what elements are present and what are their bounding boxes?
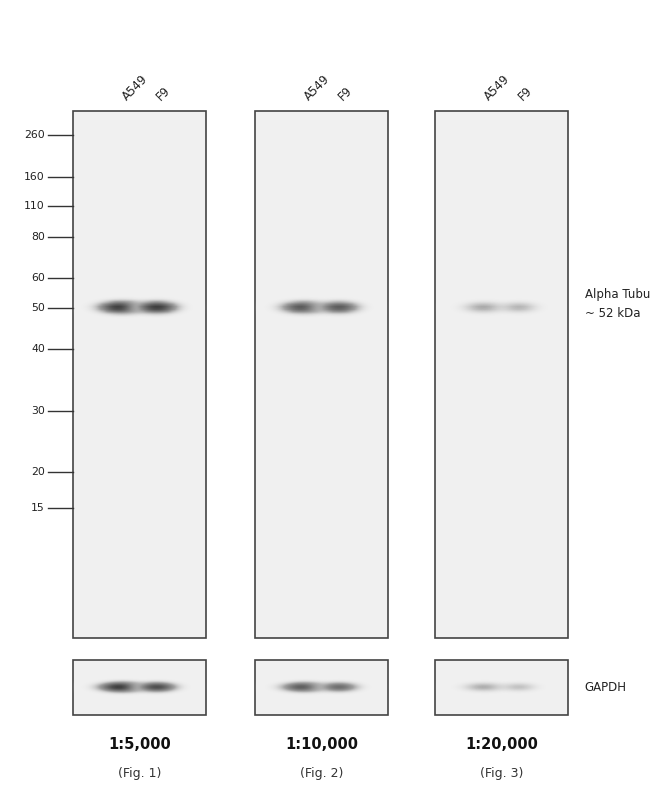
Text: 260: 260 [24, 130, 45, 140]
Text: 1:10,000: 1:10,000 [285, 737, 358, 753]
Text: 15: 15 [31, 503, 45, 512]
Text: 30: 30 [31, 405, 45, 416]
Bar [436, 660, 568, 715]
Text: 110: 110 [24, 201, 45, 211]
Text: GAPDH: GAPDH [585, 681, 627, 694]
Text: 1:20,000: 1:20,000 [465, 737, 538, 753]
Text: 50: 50 [31, 303, 45, 312]
Text: F9: F9 [335, 84, 355, 103]
Bar [73, 111, 207, 638]
Text: A549: A549 [120, 72, 150, 103]
Text: 1:5,000: 1:5,000 [109, 737, 171, 753]
Bar [255, 660, 389, 715]
Bar [255, 111, 389, 638]
Text: (Fig. 1): (Fig. 1) [118, 767, 161, 780]
Text: (Fig. 2): (Fig. 2) [300, 767, 343, 780]
Text: 20: 20 [31, 467, 45, 477]
Bar [73, 660, 207, 715]
Text: 60: 60 [31, 273, 45, 283]
Text: (Fig. 3): (Fig. 3) [480, 767, 523, 780]
Text: 160: 160 [24, 172, 45, 182]
Text: A549: A549 [302, 72, 332, 103]
Bar [436, 111, 568, 638]
Text: Alpha Tubulin
~ 52 kDa: Alpha Tubulin ~ 52 kDa [585, 288, 650, 320]
Text: 80: 80 [31, 232, 45, 242]
Text: F9: F9 [153, 84, 173, 103]
Text: F9: F9 [515, 84, 535, 103]
Text: A549: A549 [482, 72, 512, 103]
Text: 40: 40 [31, 344, 45, 354]
